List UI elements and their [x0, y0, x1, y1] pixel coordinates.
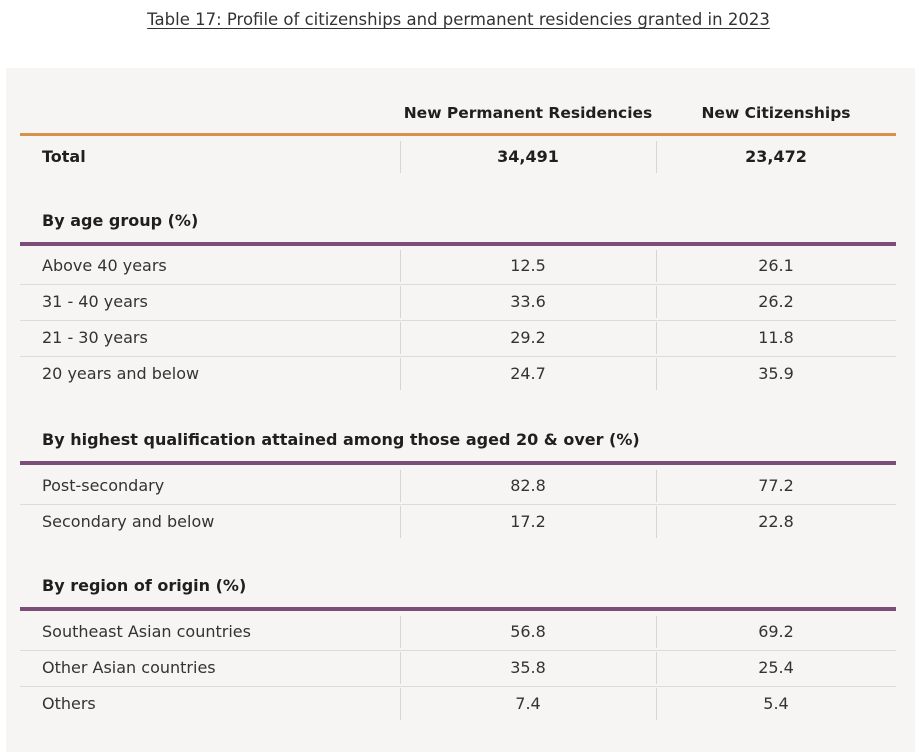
row-citizenship-value: 35.9 [758, 364, 794, 383]
row-divider [20, 650, 896, 651]
row-label: Post-secondary [42, 476, 165, 495]
row-citizenship-value: 26.1 [758, 256, 794, 275]
total-row: Total 34,491 23,472 [20, 139, 896, 175]
table-row: 20 years and below 24.7 35.9 [20, 356, 896, 392]
column-separator [656, 652, 657, 684]
section-rule [20, 461, 896, 465]
table-row: Secondary and below 17.2 22.8 [20, 504, 896, 540]
row-pr-value: 17.2 [510, 512, 546, 531]
header-rule [20, 133, 896, 136]
column-separator [400, 322, 401, 354]
column-separator [656, 616, 657, 648]
row-divider [20, 686, 896, 687]
section-title-region: By region of origin (%) [42, 576, 247, 595]
column-separator [400, 652, 401, 684]
column-separator [656, 506, 657, 538]
section-rule [20, 242, 896, 246]
column-header-permanent-residencies: New Permanent Residencies [403, 104, 653, 122]
column-separator [400, 286, 401, 318]
column-header-citizenships: New Citizenships [701, 104, 851, 122]
column-separator [656, 250, 657, 282]
section-title-age-group: By age group (%) [42, 211, 199, 230]
column-separator [400, 141, 401, 173]
row-divider [20, 356, 896, 357]
table-row: Post-secondary 82.8 77.2 [20, 468, 896, 504]
total-label: Total [42, 147, 86, 166]
row-label: 21 - 30 years [42, 328, 148, 347]
table-row: Other Asian countries 35.8 25.4 [20, 650, 896, 686]
table-panel: New Permanent Residencies New Citizenshi… [6, 68, 915, 752]
section-rule [20, 607, 896, 611]
row-divider [20, 320, 896, 321]
table-header: New Permanent Residencies New Citizenshi… [20, 104, 896, 130]
column-separator [400, 250, 401, 282]
row-label: Above 40 years [42, 256, 167, 275]
row-divider [20, 504, 896, 505]
row-pr-value: 35.8 [510, 658, 546, 677]
column-separator [400, 358, 401, 390]
row-pr-value: 56.8 [510, 622, 546, 641]
column-separator [400, 616, 401, 648]
table-caption: Table 17: Profile of citizenships and pe… [147, 10, 770, 29]
row-pr-value: 29.2 [510, 328, 546, 347]
row-citizenship-value: 11.8 [758, 328, 794, 347]
row-label: 20 years and below [42, 364, 200, 383]
column-separator [656, 322, 657, 354]
row-citizenship-value: 26.2 [758, 292, 794, 311]
table-row: 21 - 30 years 29.2 11.8 [20, 320, 896, 356]
row-label: Secondary and below [42, 512, 215, 531]
row-pr-value: 12.5 [510, 256, 546, 275]
row-citizenship-value: 77.2 [758, 476, 794, 495]
row-citizenship-value: 25.4 [758, 658, 794, 677]
total-pr-value: 34,491 [497, 147, 559, 166]
column-separator [400, 506, 401, 538]
column-separator [656, 141, 657, 173]
row-pr-value: 24.7 [510, 364, 546, 383]
row-label: Other Asian countries [42, 658, 216, 677]
row-citizenship-value: 69.2 [758, 622, 794, 641]
column-separator [656, 688, 657, 720]
table-row: Others 7.4 5.4 [20, 686, 896, 722]
column-separator [400, 688, 401, 720]
row-label: 31 - 40 years [42, 292, 148, 311]
table-row: 31 - 40 years 33.6 26.2 [20, 284, 896, 320]
column-separator [656, 286, 657, 318]
row-pr-value: 82.8 [510, 476, 546, 495]
row-divider [20, 284, 896, 285]
column-separator [400, 470, 401, 502]
column-separator [656, 358, 657, 390]
row-citizenship-value: 22.8 [758, 512, 794, 531]
row-citizenship-value: 5.4 [763, 694, 789, 713]
table-row: Above 40 years 12.5 26.1 [20, 248, 896, 284]
total-citizenship-value: 23,472 [745, 147, 807, 166]
row-label: Southeast Asian countries [42, 622, 251, 641]
column-separator [656, 470, 657, 502]
table-row: Southeast Asian countries 56.8 69.2 [20, 614, 896, 650]
section-title-qualification: By highest qualification attained among … [42, 430, 640, 449]
row-pr-value: 33.6 [510, 292, 546, 311]
row-label: Others [42, 694, 96, 713]
row-pr-value: 7.4 [515, 694, 541, 713]
